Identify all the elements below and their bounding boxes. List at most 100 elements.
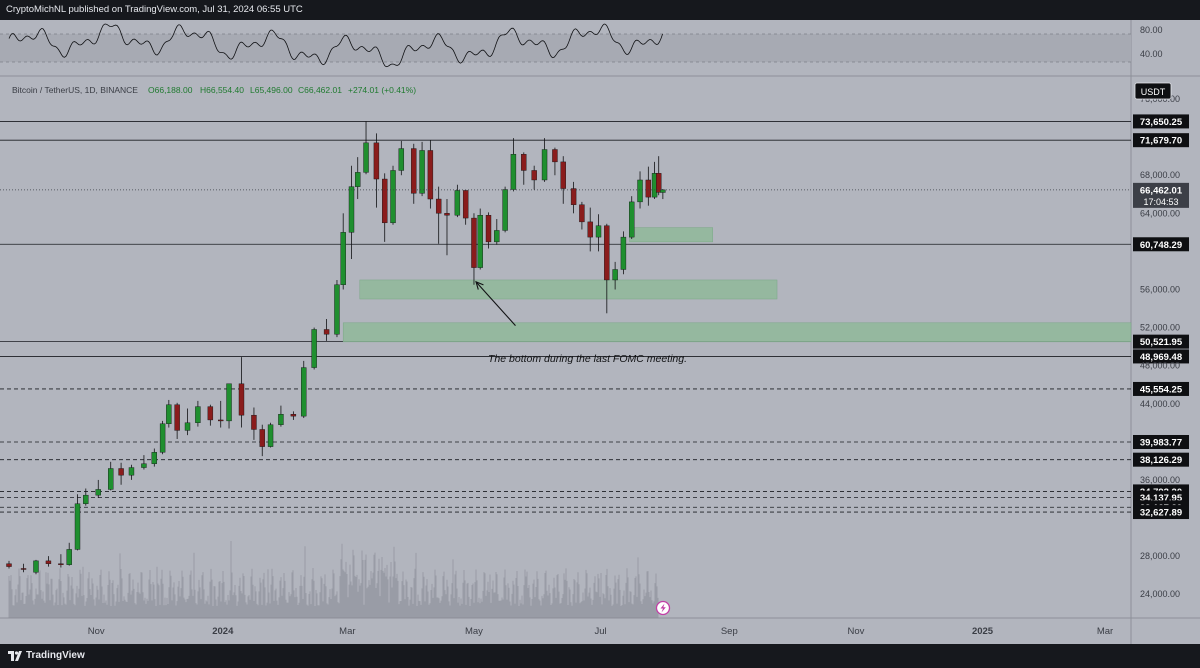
candle-body [570,188,577,205]
candle-body [390,170,396,224]
candle-body [118,468,124,476]
support-zones [342,227,1132,343]
y-tick-label: 24,000.00 [1140,589,1180,599]
candle-body [151,452,158,464]
publisher-line: CryptoMichNL published on TradingView.co… [6,4,303,15]
price-chart[interactable]: 73,650.25 71,679.70 60,748.29 50,521.95 48,9… [0,20,1200,644]
rsi-pane [0,23,1131,68]
x-tick-label: Jul [595,626,607,637]
svg-text:34,137.95: 34,137.95 [1140,493,1183,504]
candle-body [159,423,166,453]
x-tick-label: 2025 [972,626,994,637]
ohlc-open: O66,188.00 [148,85,193,95]
ohlc-low: L65,496.00 [250,85,293,95]
x-tick-label: Nov [847,626,864,637]
candle-body [435,198,442,214]
candle-body [485,215,492,243]
candle-body [560,161,566,189]
svg-text:38,126.29: 38,126.29 [1140,455,1182,466]
ohlc-close: C66,462.01 [298,85,342,95]
svg-text:48,969.48: 48,969.48 [1140,352,1182,363]
y-tick-label: 44,000.00 [1140,399,1180,409]
candle-body [579,204,585,223]
candle-body [494,230,500,243]
time-axis: Nov 2024 Mar May Jul Sep Nov 2025 Mar [88,626,1113,637]
candle-body [259,429,265,447]
candle-body [20,568,27,570]
price-level-label: 73,650.25 [1133,114,1189,129]
candle-body [612,269,618,281]
candle-body [629,201,635,238]
candle-body [355,172,361,187]
volume-bars [8,541,659,618]
instrument-name: Bitcoin / TetherUS, 1D, BINANCE [12,85,138,95]
candle-body [238,383,245,416]
price-level-label: 45,554.25 [1133,381,1189,396]
svg-text:73,650.25: 73,650.25 [1140,117,1183,128]
candle-body [174,404,180,431]
candle-body [656,173,662,193]
annotation-arrowhead [475,280,484,290]
candle-body [33,560,39,573]
currency-button[interactable] [1134,82,1172,100]
svg-text:60,748.29: 60,748.29 [1140,240,1182,251]
candle-body [166,404,172,424]
candle-body [398,148,405,171]
support-zone [359,279,778,300]
candle-body [6,563,12,567]
svg-text:39,983.77: 39,983.77 [1140,437,1182,448]
candle-body [334,284,340,335]
candle-body [382,178,388,224]
candle-body [95,489,101,496]
lightning-icon[interactable] [655,600,671,616]
ohlc-change: +274.01 (+0.41%) [348,85,416,95]
candle-body [218,419,224,422]
price-level-label: 60,748.29 [1133,237,1189,252]
y-tick-label: 36,000.00 [1140,475,1180,485]
candle-body [74,503,81,550]
candle-body [427,150,434,200]
candle-body [340,232,346,285]
x-tick-label: Mar [1097,626,1113,637]
annotation-text: The bottom during the last FOMC meeting. [488,353,687,365]
candle-body [290,414,297,417]
candle-body [477,215,483,268]
candle-body [444,213,450,216]
footer-brand: TradingView [26,650,85,661]
price-level-label: 71,679.70 [1133,133,1189,148]
price-level-label: 38,126.29 [1133,452,1189,467]
publisher-bar: CryptoMichNL published on TradingView.co… [0,0,1200,20]
candle-body [251,414,257,430]
y-tick-label: 64,000.00 [1140,208,1180,218]
candle-body [454,190,461,216]
candle-body [645,179,652,198]
candle-body [323,329,330,335]
candle-body [521,154,527,171]
candle-body [660,189,666,193]
candle-body [195,406,201,423]
currency-label: USDT [1141,87,1166,97]
candle-body [301,367,307,417]
svg-text:45,554.25: 45,554.25 [1140,384,1183,395]
svg-text:50,521.95: 50,521.95 [1140,337,1183,348]
candle-body [587,221,593,238]
x-tick-label: May [465,626,483,637]
svg-text:66,462.01: 66,462.01 [1140,185,1183,196]
candle-body [267,424,274,447]
fomc-annotation: The bottom during the last FOMC meeting. [475,280,687,365]
candle-body [502,189,508,231]
tradingview-logo-icon [8,651,22,661]
svg-text:71,679.70: 71,679.70 [1140,136,1182,147]
candle-body [373,142,380,180]
candle-body [226,383,232,422]
x-tick-label: Nov [88,626,105,637]
footer-bar: TradingView [0,644,1200,668]
price-level-label: 39,983.77 [1133,434,1189,449]
countdown: 17:04:53 [1143,197,1178,207]
price-level-label: 50,521.95 [1133,334,1189,349]
candle-body [411,148,417,194]
candle-body [620,236,627,270]
